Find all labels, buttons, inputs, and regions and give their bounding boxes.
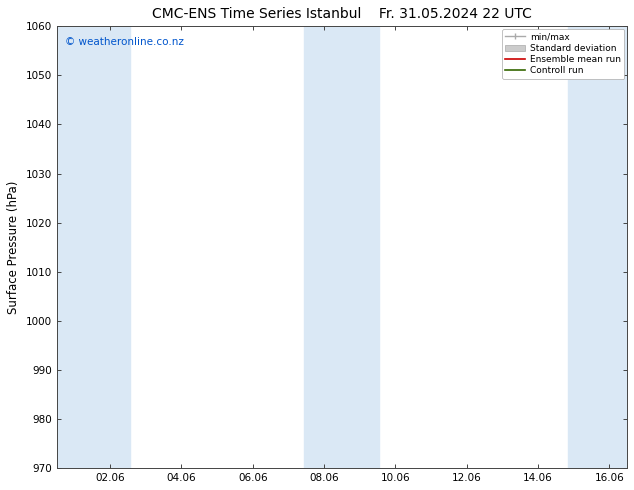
Bar — [76, 26, 130, 468]
Legend: min/max, Standard deviation, Ensemble mean run, Controll run: min/max, Standard deviation, Ensemble me… — [501, 29, 624, 79]
Bar — [568, 26, 627, 468]
Bar — [56, 26, 76, 468]
Bar — [304, 26, 344, 468]
Title: CMC-ENS Time Series Istanbul    Fr. 31.05.2024 22 UTC: CMC-ENS Time Series Istanbul Fr. 31.05.2… — [152, 7, 532, 21]
Y-axis label: Surface Pressure (hPa): Surface Pressure (hPa) — [7, 180, 20, 314]
Text: © weatheronline.co.nz: © weatheronline.co.nz — [65, 37, 184, 48]
Bar — [344, 26, 379, 468]
